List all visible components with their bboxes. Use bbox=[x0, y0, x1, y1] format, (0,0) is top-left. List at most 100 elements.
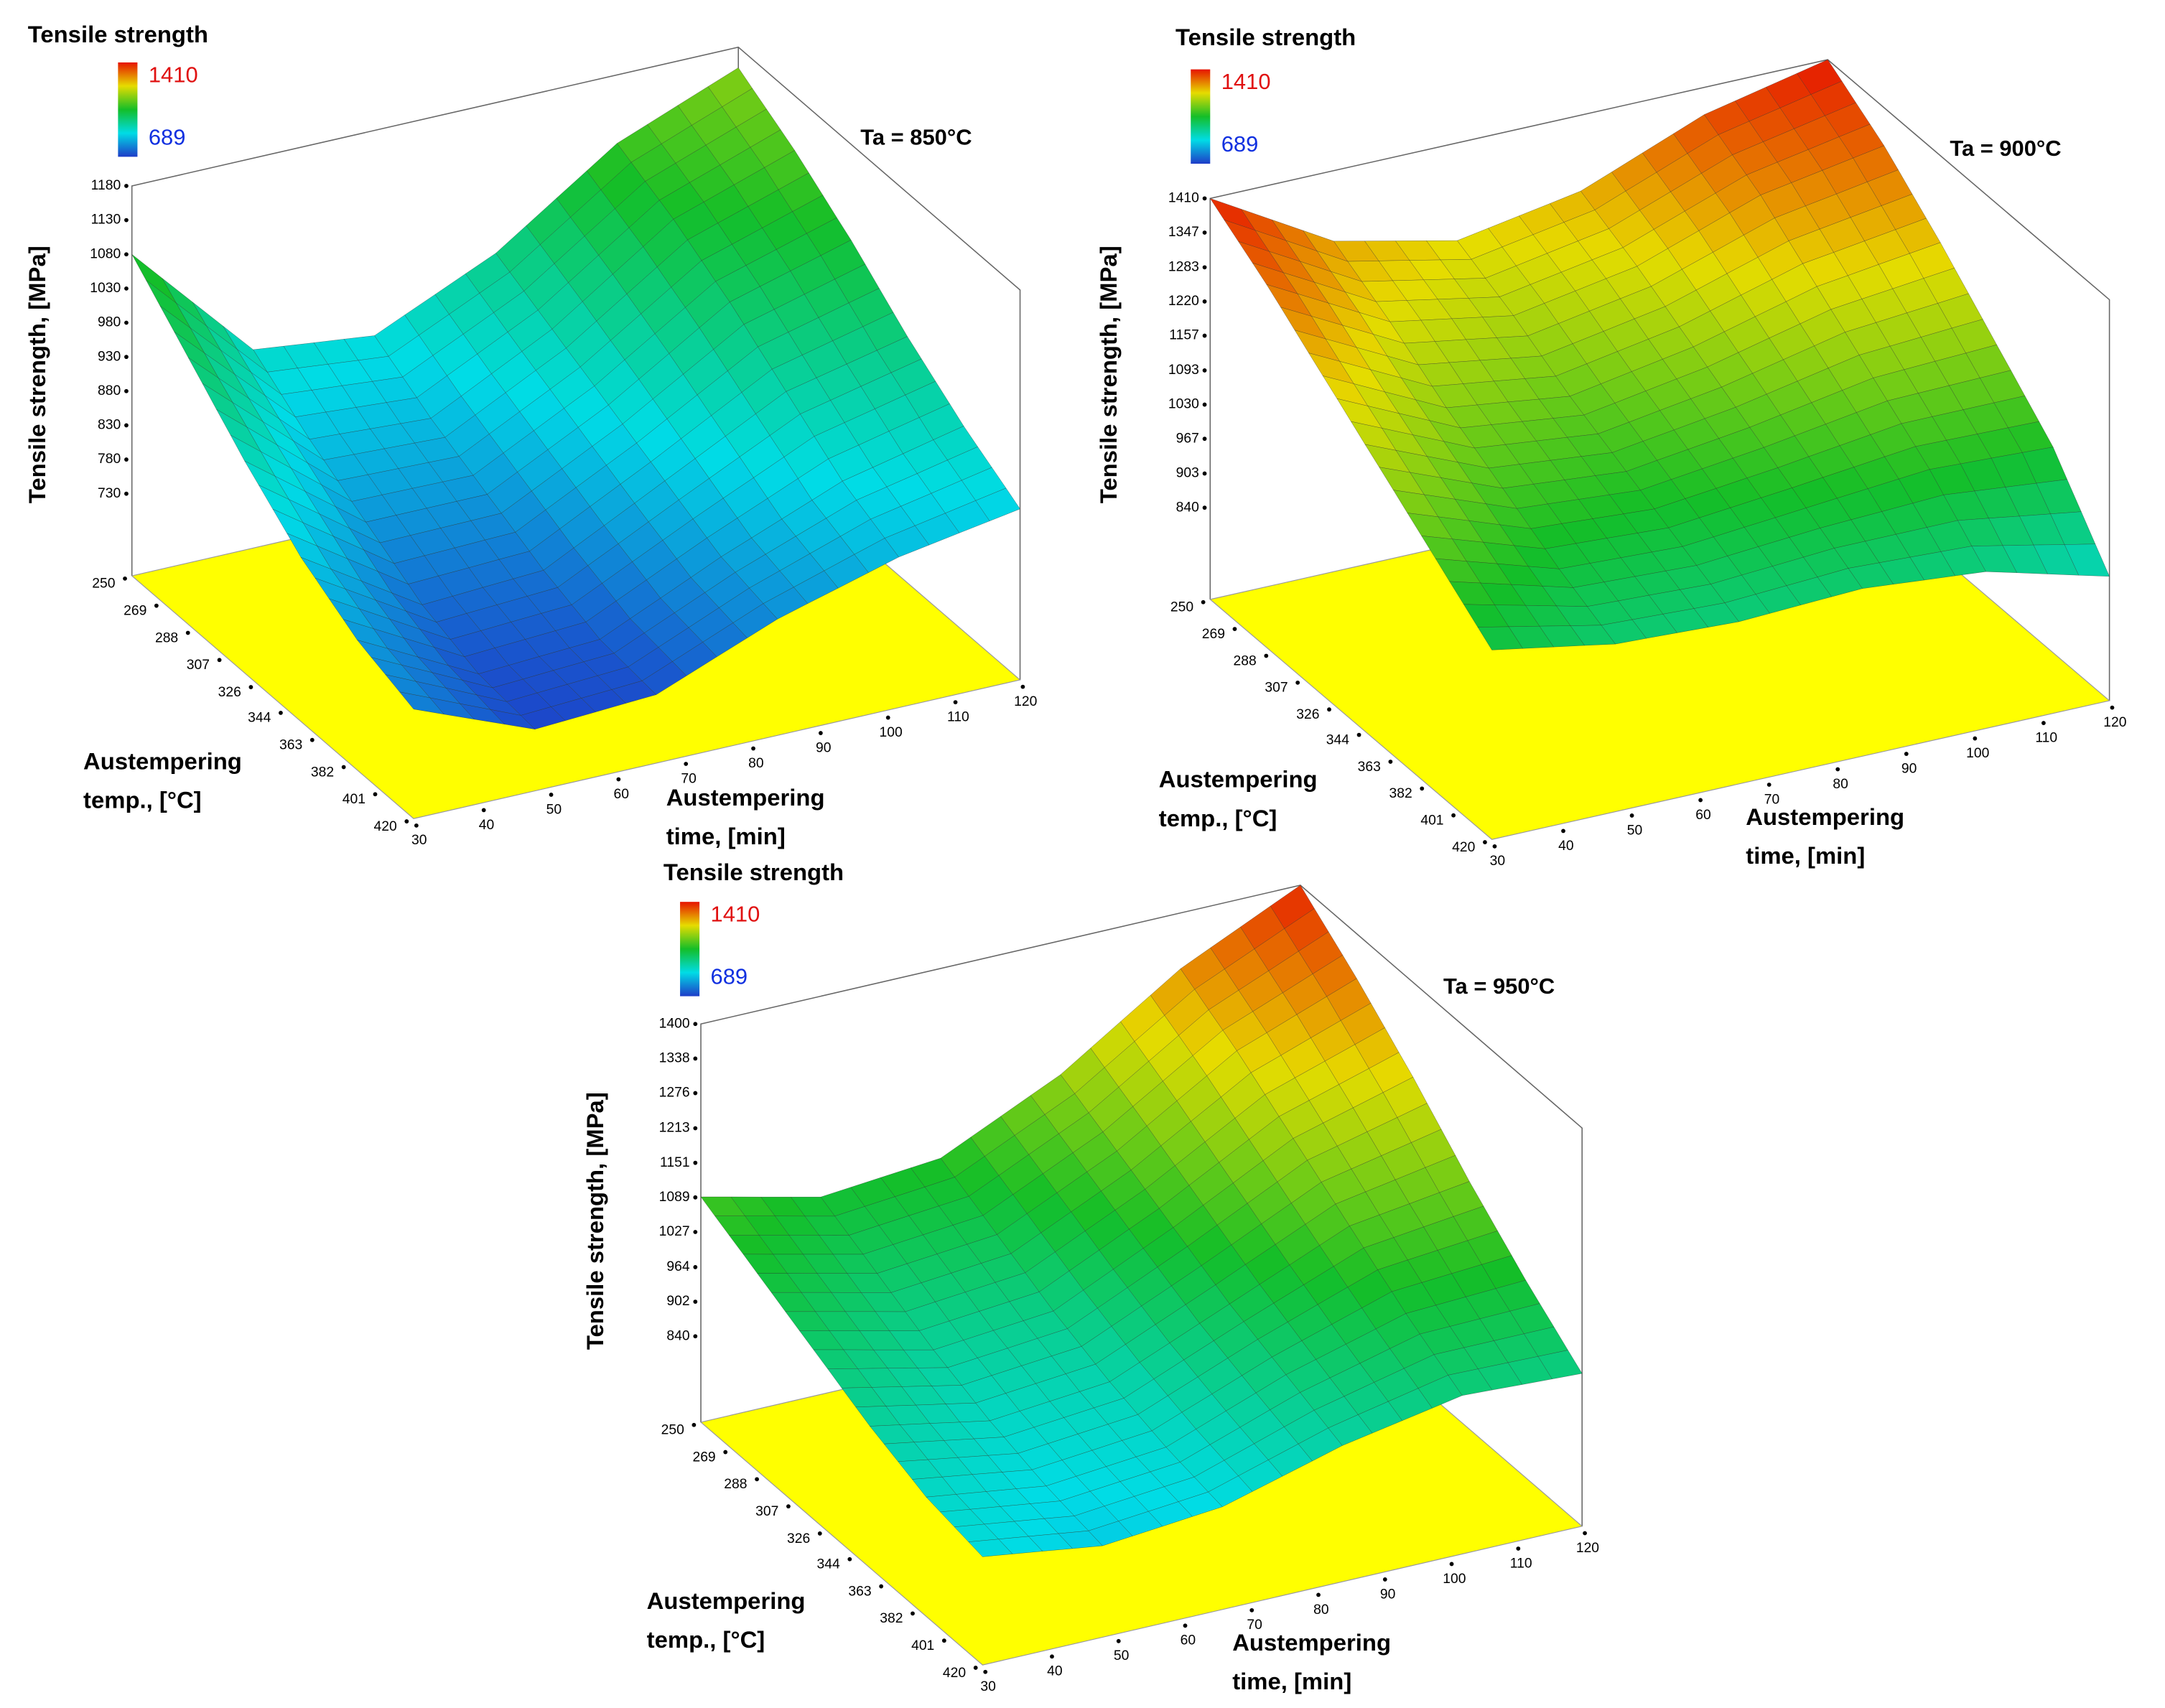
z-tick-label: 903 bbox=[1176, 466, 1199, 481]
x-tick-label: 80 bbox=[1833, 777, 1848, 792]
x-tick bbox=[885, 715, 890, 720]
z-tick-label: 1093 bbox=[1168, 363, 1199, 378]
colorbar bbox=[1191, 69, 1211, 164]
y-tick bbox=[1388, 760, 1393, 764]
z-tick bbox=[124, 218, 129, 223]
y-tick-label: 326 bbox=[1296, 707, 1319, 722]
x-tick-label: 30 bbox=[980, 1679, 995, 1694]
x-tick bbox=[818, 731, 823, 735]
z-tick bbox=[1202, 505, 1207, 510]
y-tick-label: 420 bbox=[1452, 840, 1475, 855]
y-tick-label: 326 bbox=[218, 685, 241, 700]
z-axis-label: Tensile strength, [MPa] bbox=[1095, 246, 1122, 503]
y-tick bbox=[373, 792, 378, 797]
z-tick bbox=[124, 184, 129, 188]
panel-title: Ta = 900°C bbox=[1950, 136, 2061, 161]
colorbar bbox=[118, 62, 138, 157]
x-tick-label: 50 bbox=[1114, 1648, 1129, 1663]
y-tick bbox=[341, 765, 346, 770]
y-axis-label: Austempering bbox=[83, 748, 242, 775]
z-tick-label: 1030 bbox=[90, 281, 121, 296]
x-tick bbox=[1904, 752, 1909, 756]
y-tick bbox=[1451, 813, 1456, 818]
z-tick bbox=[1202, 299, 1207, 304]
y-tick-label: 401 bbox=[343, 792, 366, 807]
x-tick-label: 110 bbox=[2035, 730, 2057, 745]
z-tick bbox=[1202, 402, 1207, 407]
x-tick bbox=[1449, 1562, 1454, 1567]
z-tick-label: 1410 bbox=[1168, 190, 1199, 205]
z-tick bbox=[693, 1056, 698, 1061]
z-tick bbox=[693, 1299, 698, 1304]
z-tick bbox=[124, 491, 129, 496]
panel-title: Ta = 850°C bbox=[860, 124, 972, 149]
y-tick-label: 250 bbox=[661, 1423, 684, 1438]
z-axis-label: Tensile strength, [MPa] bbox=[24, 246, 50, 503]
z-tick bbox=[693, 1230, 698, 1234]
y-tick-label: 363 bbox=[279, 738, 302, 753]
z-tick bbox=[693, 1091, 698, 1096]
z-tick bbox=[124, 457, 129, 462]
x-tick-label: 100 bbox=[1443, 1572, 1466, 1587]
y-tick bbox=[248, 685, 253, 689]
y-tick-label: 363 bbox=[1358, 760, 1381, 775]
x-tick bbox=[414, 823, 419, 828]
x-tick bbox=[481, 808, 486, 813]
z-tick bbox=[693, 1126, 698, 1131]
z-tick-label: 840 bbox=[666, 1328, 689, 1343]
z-tick-label: 964 bbox=[666, 1259, 689, 1274]
z-tick-label: 1030 bbox=[1168, 397, 1199, 412]
y-tick-label: 420 bbox=[943, 1666, 966, 1681]
y-tick bbox=[879, 1584, 884, 1589]
y-tick-label: 363 bbox=[848, 1584, 871, 1599]
x-tick bbox=[1766, 783, 1771, 787]
y-tick bbox=[755, 1477, 759, 1482]
y-tick-label: 326 bbox=[787, 1531, 810, 1546]
colorbar-title: Tensile strength bbox=[28, 21, 208, 47]
x-tick-label: 110 bbox=[947, 709, 969, 724]
x-tick-label: 40 bbox=[1558, 839, 1573, 854]
y-tick-label: 420 bbox=[374, 819, 397, 834]
z-tick-label: 1276 bbox=[659, 1086, 690, 1101]
z-tick bbox=[1202, 230, 1207, 235]
surface-cell bbox=[131, 254, 177, 304]
y-tick bbox=[692, 1422, 697, 1427]
z-tick-label: 730 bbox=[98, 486, 121, 501]
x-tick bbox=[684, 762, 689, 766]
y-axis-label: temp., [°C] bbox=[1159, 805, 1277, 831]
y-axis-label: Austempering bbox=[647, 1587, 806, 1614]
z-tick bbox=[693, 1265, 698, 1269]
y-tick-label: 382 bbox=[1389, 786, 1412, 801]
x-tick bbox=[1973, 736, 1978, 741]
colorbar-max: 1410 bbox=[711, 902, 760, 927]
y-tick bbox=[1232, 627, 1237, 632]
y-tick bbox=[723, 1450, 728, 1455]
z-tick-label: 967 bbox=[1176, 431, 1199, 446]
x-tick bbox=[1050, 1654, 1054, 1659]
colorbar-max: 1410 bbox=[149, 62, 198, 87]
y-tick bbox=[185, 630, 190, 635]
z-tick bbox=[693, 1334, 698, 1339]
x-tick bbox=[1583, 1531, 1587, 1536]
surface-cell bbox=[1477, 626, 1524, 650]
x-tick-label: 70 bbox=[681, 771, 696, 786]
y-tick-label: 382 bbox=[880, 1611, 903, 1626]
x-axis-label: Austempering bbox=[1746, 803, 1904, 830]
x-tick bbox=[2041, 721, 2046, 725]
z-tick bbox=[1202, 196, 1207, 201]
x-tick-label: 120 bbox=[1576, 1541, 1599, 1556]
surface-cell bbox=[968, 1539, 1013, 1557]
x-tick-label: 90 bbox=[1901, 761, 1917, 776]
z-tick-label: 1180 bbox=[91, 178, 121, 193]
y-axis-label: temp., [°C] bbox=[647, 1626, 765, 1653]
z-tick bbox=[1202, 437, 1207, 442]
colorbar-max: 1410 bbox=[1221, 69, 1271, 94]
z-tick bbox=[124, 252, 129, 257]
z-tick-label: 1400 bbox=[659, 1016, 690, 1031]
z-tick-label: 1151 bbox=[660, 1155, 690, 1170]
panel-title: Ta = 950°C bbox=[1443, 974, 1555, 999]
surface-cell bbox=[399, 691, 444, 715]
z-tick-label: 1338 bbox=[659, 1051, 690, 1066]
z-tick-label: 840 bbox=[1176, 500, 1199, 515]
y-tick bbox=[1264, 653, 1269, 658]
